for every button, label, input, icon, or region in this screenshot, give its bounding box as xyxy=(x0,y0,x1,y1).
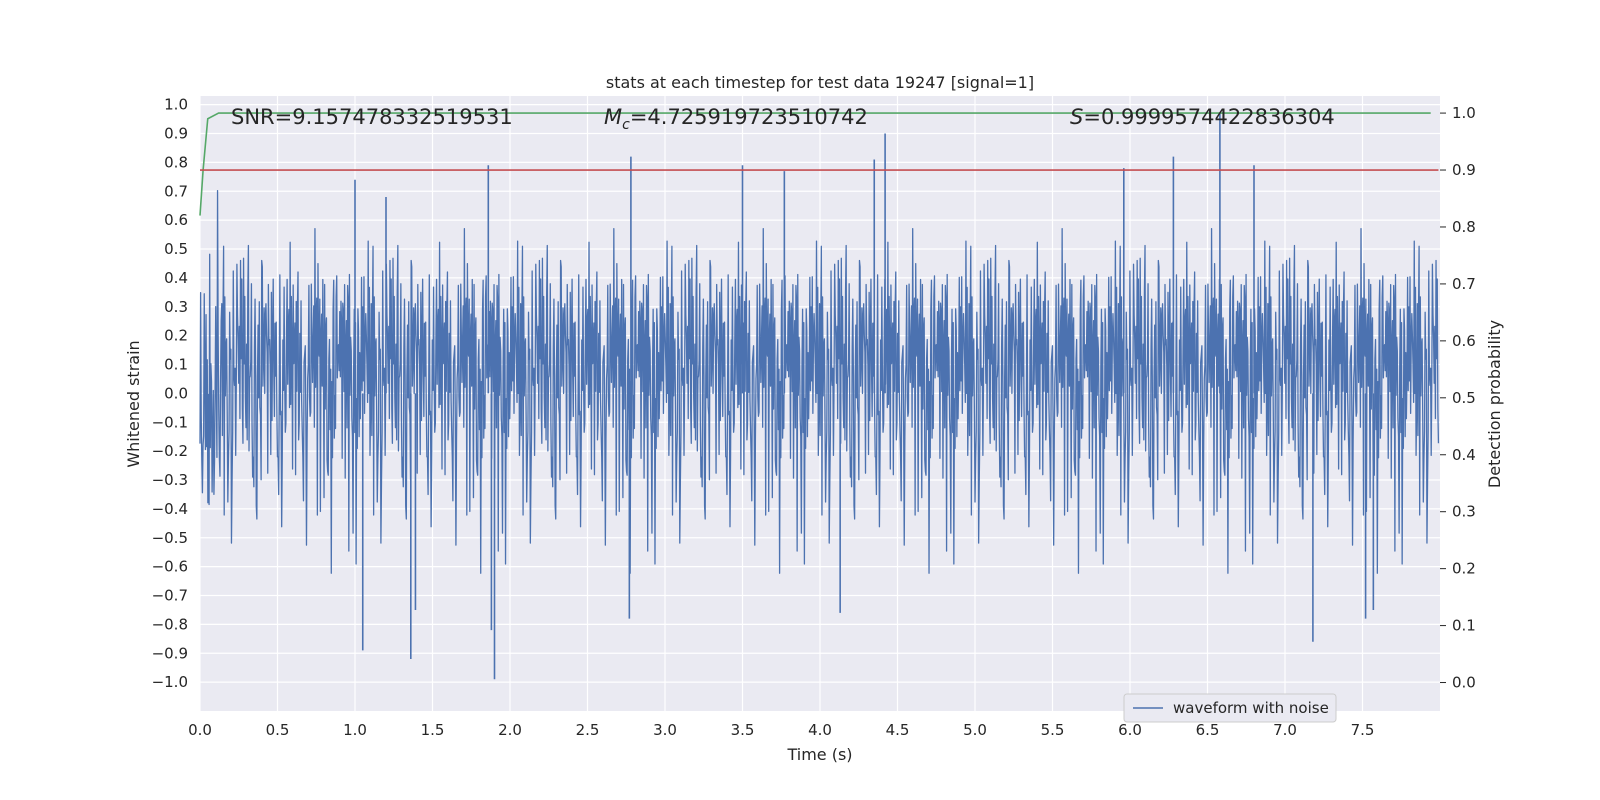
legend: waveform with noise xyxy=(1123,693,1337,723)
legend-box xyxy=(1123,693,1337,723)
y2-tick-label: 0.3 xyxy=(1452,503,1476,521)
y2-tick-label: 0.7 xyxy=(1452,275,1476,293)
x-tick-label: 0.0 xyxy=(188,721,212,739)
x-tick-label: 6.0 xyxy=(1118,721,1142,739)
y2-tick-label: 0.9 xyxy=(1452,161,1476,179)
score-annotation: S=0.9999574422836304 xyxy=(1070,105,1335,129)
x-tick-label: 4.5 xyxy=(886,721,910,739)
x-tick-label: 2.5 xyxy=(576,721,600,739)
y-tick-label: −0.3 xyxy=(152,471,188,489)
y-tick-label: 0.8 xyxy=(164,153,188,171)
y2-tick-label: 0.1 xyxy=(1452,617,1476,635)
y2-tick-label: 0.0 xyxy=(1452,674,1476,692)
x-axis-ticks: 0.0 0.5 1.0 1.5 2.0 2.5 3.0 3.5 4.0 4.5 5.0 5.5 6.0 6… xyxy=(188,721,1374,739)
y2-tick-label: 0.2 xyxy=(1452,560,1476,578)
y-tick-label: −0.9 xyxy=(152,644,188,662)
y-tick-label: −0.6 xyxy=(152,558,188,576)
x-tick-label: 4.0 xyxy=(808,721,832,739)
y-tick-label: 0.4 xyxy=(164,269,188,287)
x-tick-label: 7.0 xyxy=(1273,721,1297,739)
x-tick-label: 1.5 xyxy=(421,721,445,739)
y2-axis-label: Detection probability xyxy=(1485,320,1504,488)
y-tick-label: 0.2 xyxy=(164,327,188,345)
x-tick-label: 3.0 xyxy=(653,721,677,739)
y2-tick-label: 0.5 xyxy=(1452,389,1476,407)
y-tick-label: 0.0 xyxy=(164,384,188,402)
snr-annotation: SNR=9.157478332519531 xyxy=(231,105,513,129)
y-tick-label: −1.0 xyxy=(152,673,188,691)
y-tick-label: 0.6 xyxy=(164,211,188,229)
x-tick-label: 3.5 xyxy=(731,721,755,739)
mc-subscript: c xyxy=(622,117,630,133)
y2-tick-label: 0.4 xyxy=(1452,446,1476,464)
y-tick-label: 0.5 xyxy=(164,240,188,258)
mc-value: =4.725919723510742 xyxy=(630,105,868,129)
s-symbol: S xyxy=(1070,105,1083,129)
y-axis-ticks: 1.0 0.9 0.8 0.7 0.6 0.5 0.4 0.3 0.2 0.1 0.0 −0.1 −0.… xyxy=(152,96,188,691)
waveform-series xyxy=(199,113,1440,680)
x-tick-label: 2.0 xyxy=(498,721,522,739)
chirp-mass-annotation: Mc=4.725919723510742 xyxy=(604,105,868,133)
x-tick-label: 7.5 xyxy=(1351,721,1375,739)
legend-label: waveform with noise xyxy=(1173,699,1329,717)
y-tick-label: −0.2 xyxy=(152,442,188,460)
y-tick-label: 0.3 xyxy=(164,298,188,316)
y-tick-label: −0.4 xyxy=(152,500,188,518)
y-tick-label: 0.7 xyxy=(164,182,188,200)
x-tick-label: 5.5 xyxy=(1041,721,1065,739)
mc-symbol: M xyxy=(604,105,622,129)
y-tick-label: 0.1 xyxy=(164,356,188,374)
y2-axis-ticks: 1.0 0.9 0.8 0.7 0.6 0.5 0.4 0.3 0.2 0.1 0.0 xyxy=(1440,104,1476,692)
y-tick-label: −0.7 xyxy=(152,587,188,605)
probability-lines xyxy=(199,112,1439,216)
detection-probability-line xyxy=(199,112,1431,216)
s-value: =0.9999574422836304 xyxy=(1083,105,1334,129)
x-tick-label: 1.0 xyxy=(343,721,367,739)
y-tick-label: 1.0 xyxy=(164,96,188,114)
x-tick-label: 6.5 xyxy=(1196,721,1220,739)
y-tick-label: 0.9 xyxy=(164,125,188,143)
y-tick-label: −0.1 xyxy=(152,413,188,431)
y-tick-label: −0.5 xyxy=(152,529,188,547)
x-axis-label: Time (s) xyxy=(786,745,852,764)
y2-tick-label: 1.0 xyxy=(1452,104,1476,122)
y-axis-label: Whitened strain xyxy=(124,340,143,467)
y2-tick-label: 0.6 xyxy=(1452,332,1476,350)
x-tick-label: 0.5 xyxy=(266,721,290,739)
waveform-line xyxy=(199,189,1440,574)
chart-title: stats at each timestep for test data 192… xyxy=(606,73,1034,92)
y2-tick-label: 0.8 xyxy=(1452,218,1476,236)
y-tick-label: −0.8 xyxy=(152,615,188,633)
x-tick-label: 5.0 xyxy=(963,721,987,739)
